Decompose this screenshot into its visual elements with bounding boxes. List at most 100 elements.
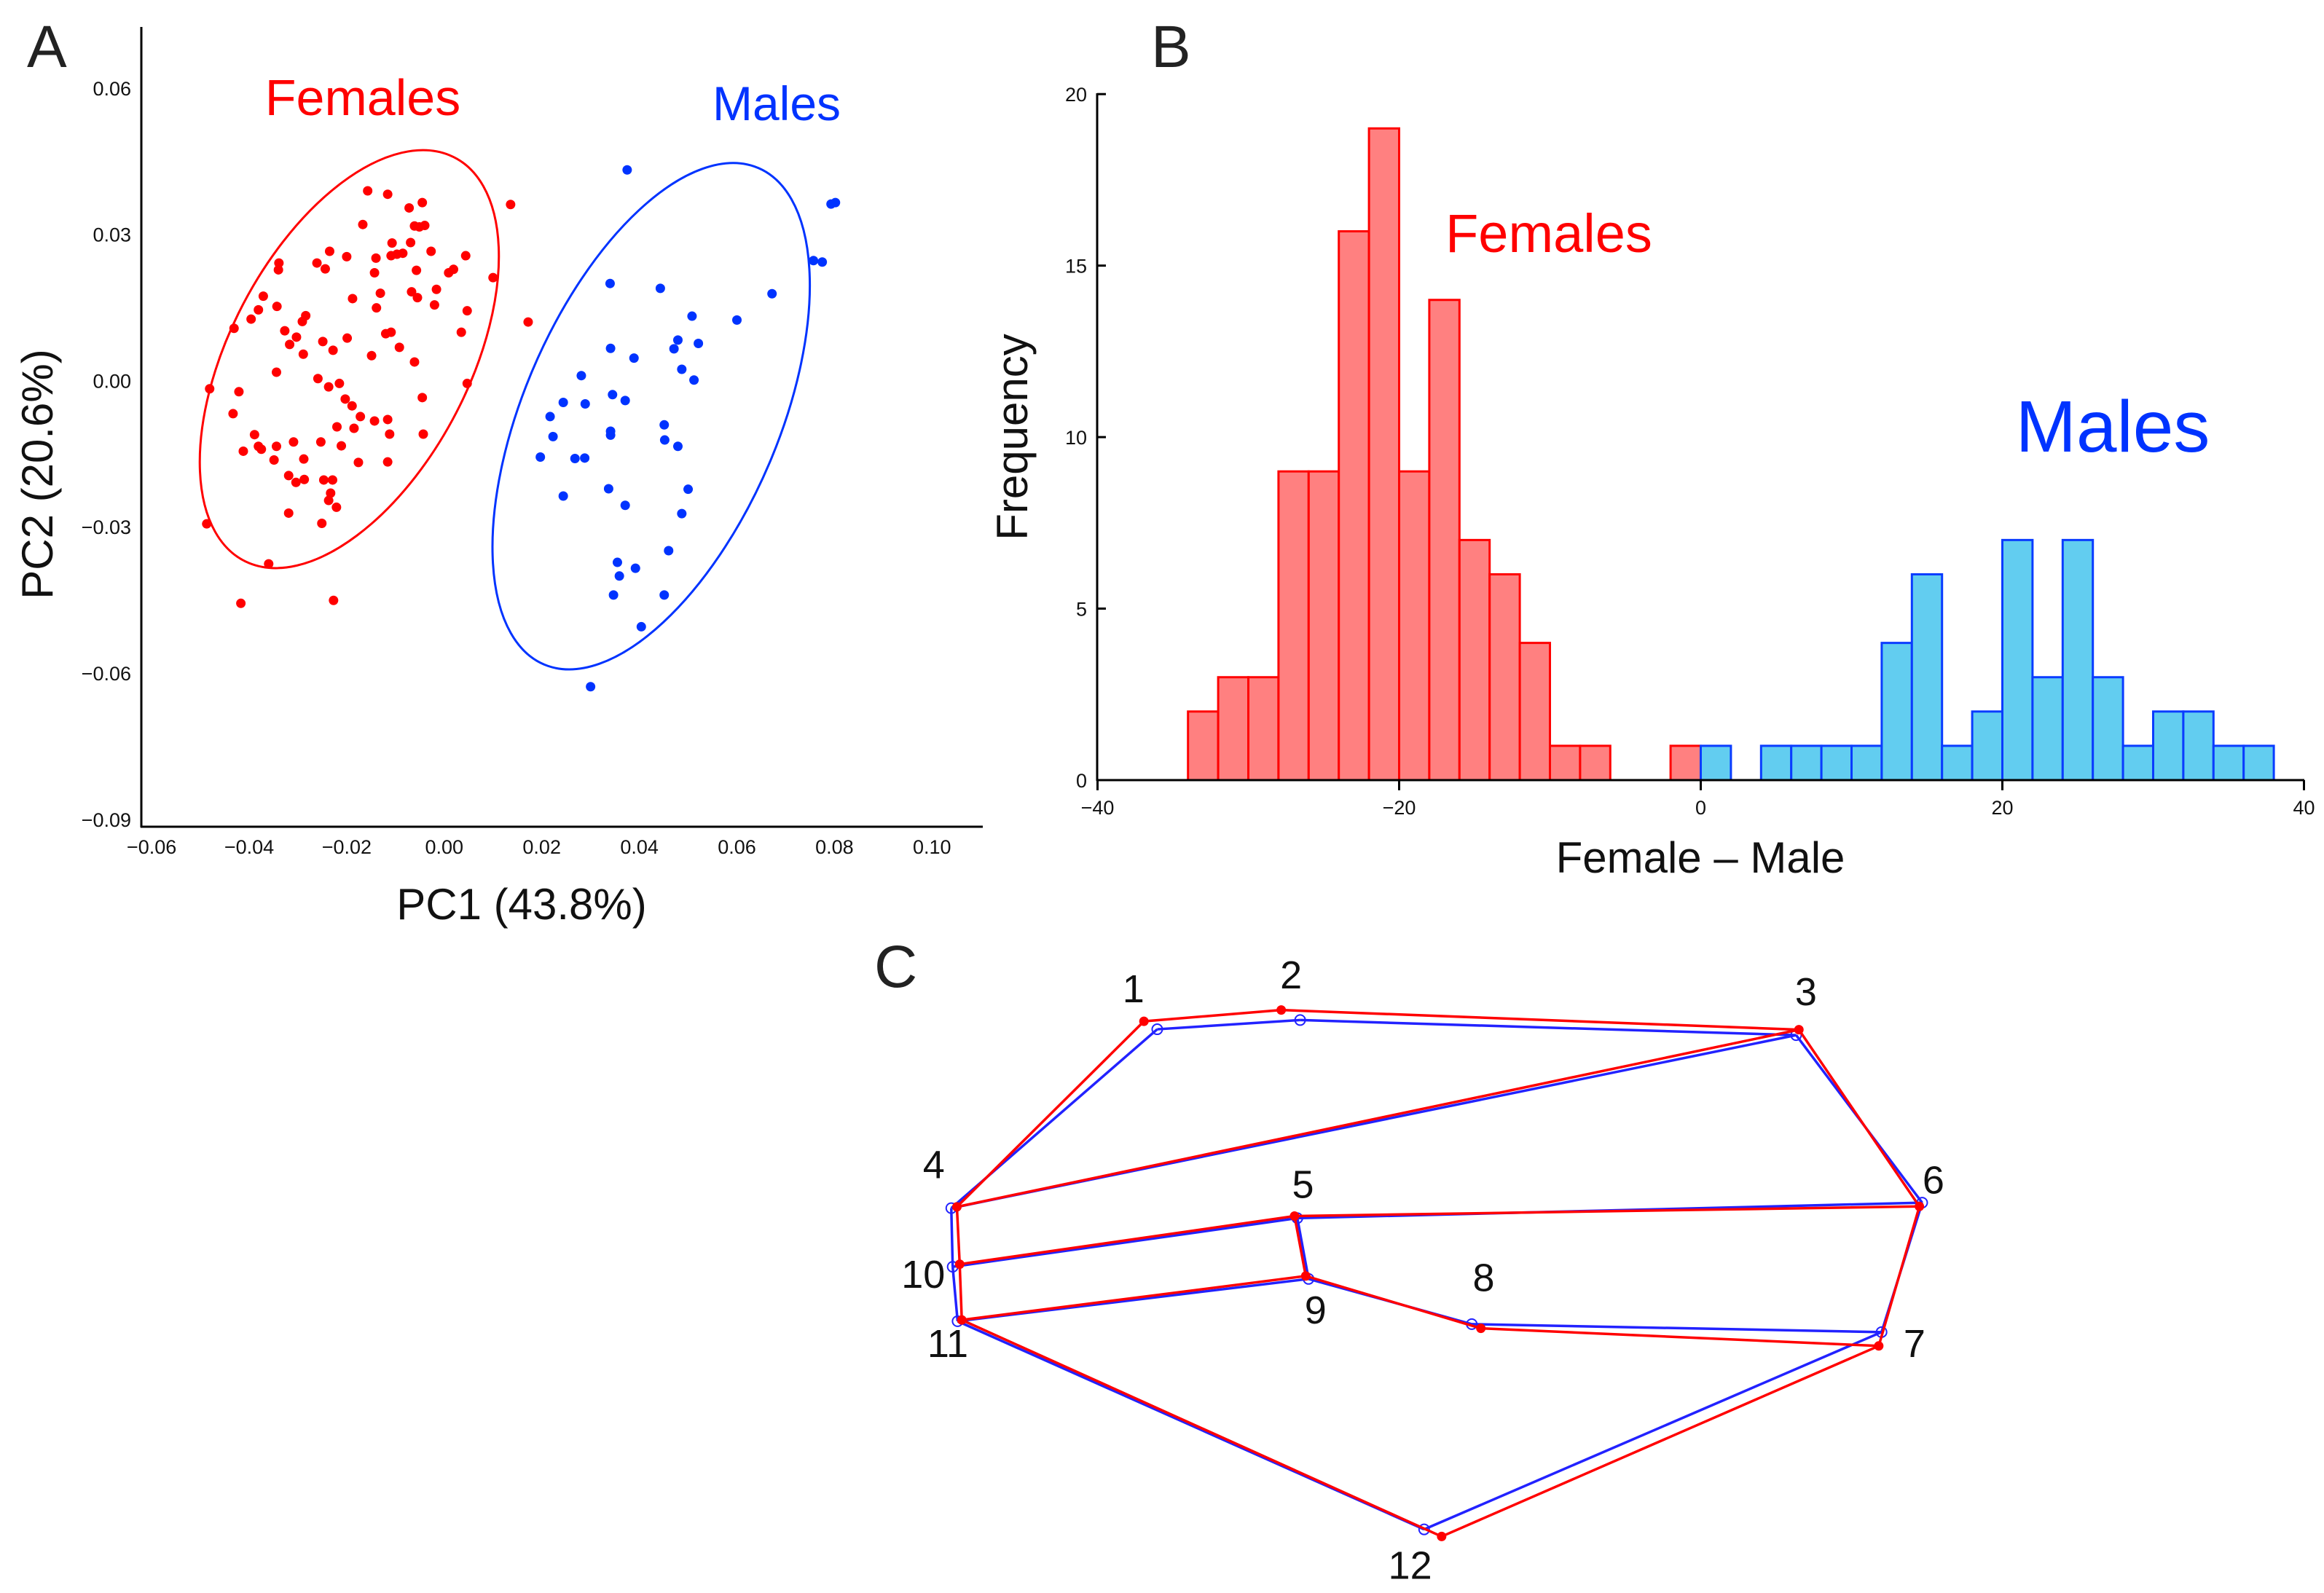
x-tick-label: −20 xyxy=(1383,797,1416,819)
female-shape-edge xyxy=(959,1214,1295,1266)
female-shape-edge xyxy=(1877,1205,1921,1347)
males-point xyxy=(689,375,699,385)
female-landmark xyxy=(1874,1341,1884,1351)
males-point xyxy=(614,571,624,581)
females-point xyxy=(234,387,244,397)
males-bar xyxy=(2092,676,2124,782)
females-point xyxy=(456,327,466,337)
males-point xyxy=(809,256,819,266)
female-landmark xyxy=(1794,1025,1804,1035)
females-point xyxy=(273,264,283,275)
females-point xyxy=(317,519,327,529)
females-point xyxy=(431,284,441,294)
females-point xyxy=(323,495,334,506)
females-point xyxy=(331,502,342,512)
females-bar xyxy=(1338,230,1370,782)
male-shape-edge xyxy=(1296,1218,1310,1280)
females-point xyxy=(256,444,267,455)
males-bar xyxy=(1850,744,1883,782)
males-point xyxy=(612,557,622,567)
legend-females-b: Females xyxy=(1445,203,1652,264)
females-point xyxy=(460,251,471,261)
females-point xyxy=(327,475,337,485)
females-point xyxy=(348,294,358,304)
x-tick-label: 0.02 xyxy=(522,836,561,858)
female-shape-edge xyxy=(1144,1008,1281,1023)
female-shape-edge xyxy=(955,1206,962,1264)
males-point xyxy=(622,165,632,175)
females-point xyxy=(398,248,408,259)
males-point xyxy=(664,546,674,556)
males-point xyxy=(580,453,590,463)
male-shape-edge xyxy=(1300,1018,1797,1037)
males-point xyxy=(732,315,742,325)
males-point xyxy=(767,288,777,299)
females-bar xyxy=(1458,538,1491,782)
females-point xyxy=(372,303,382,313)
males-bar xyxy=(1880,642,1913,782)
y-tick-labels-b: 0 5 10 15 20 xyxy=(1065,84,1106,792)
legend-males-b: Males xyxy=(2016,386,2210,468)
males-point xyxy=(603,484,613,494)
y-tick-label: 5 xyxy=(1076,599,1087,621)
males-point xyxy=(558,491,568,501)
females-point xyxy=(329,595,339,605)
legend-males-a: Males xyxy=(712,76,841,130)
females-point xyxy=(254,304,264,315)
female-shape-edge xyxy=(1480,1326,1879,1348)
females-point xyxy=(271,367,281,377)
females-point xyxy=(229,323,239,334)
females-point xyxy=(366,350,377,361)
females-point xyxy=(358,219,368,229)
females-bar xyxy=(1217,676,1249,782)
females-point xyxy=(280,326,290,336)
females-point xyxy=(334,378,345,388)
x-tick-label: −0.02 xyxy=(322,836,372,858)
males-bar xyxy=(2001,538,2034,782)
females-point xyxy=(283,471,294,481)
females-point xyxy=(299,454,309,464)
females-bar xyxy=(1549,744,1582,782)
males-point xyxy=(672,441,683,452)
females-bar xyxy=(1488,573,1521,782)
females-point xyxy=(429,300,439,310)
females-confidence-ellipse xyxy=(138,110,561,609)
males-point xyxy=(655,283,665,294)
males-bar xyxy=(1941,744,1974,782)
female-landmark xyxy=(957,1315,967,1325)
females-point xyxy=(375,288,385,299)
legend-females-a: Females xyxy=(265,69,460,126)
female-shape-edge xyxy=(961,1318,1442,1538)
females-point xyxy=(418,429,428,439)
female-landmark xyxy=(1276,1005,1287,1015)
panel-label-b: B xyxy=(1151,14,1191,80)
females-point xyxy=(426,246,436,256)
females-point xyxy=(299,474,310,484)
females-point xyxy=(394,342,404,353)
males-point xyxy=(672,335,683,345)
females-point xyxy=(236,598,246,608)
male-landmark xyxy=(1294,1014,1306,1026)
landmark-label: 11 xyxy=(927,1322,968,1366)
females-point xyxy=(412,265,422,275)
females-point xyxy=(488,272,498,283)
panel-a: A −0.06 −0.04 −0.02 0.00 0.02 0.04 0.06 0.08 0.1… xyxy=(13,14,983,929)
females-point xyxy=(382,457,393,467)
male-shape-edge xyxy=(952,1216,1298,1268)
female-shape-edge xyxy=(1294,1205,1920,1218)
females-point xyxy=(406,237,416,248)
females-point xyxy=(342,251,352,261)
landmark-label: 6 xyxy=(1923,1159,1944,1203)
females-bar xyxy=(1307,470,1340,782)
female-shape-edge xyxy=(1441,1345,1880,1538)
female-landmark xyxy=(954,1259,965,1270)
males-bar xyxy=(2031,676,2064,782)
males-point xyxy=(558,398,568,408)
female-shape-edge xyxy=(1281,1008,1799,1031)
females-point xyxy=(369,267,380,278)
males-point xyxy=(580,399,590,409)
landmark-label: 5 xyxy=(1292,1163,1314,1206)
female-shape-edge xyxy=(1797,1028,1921,1208)
